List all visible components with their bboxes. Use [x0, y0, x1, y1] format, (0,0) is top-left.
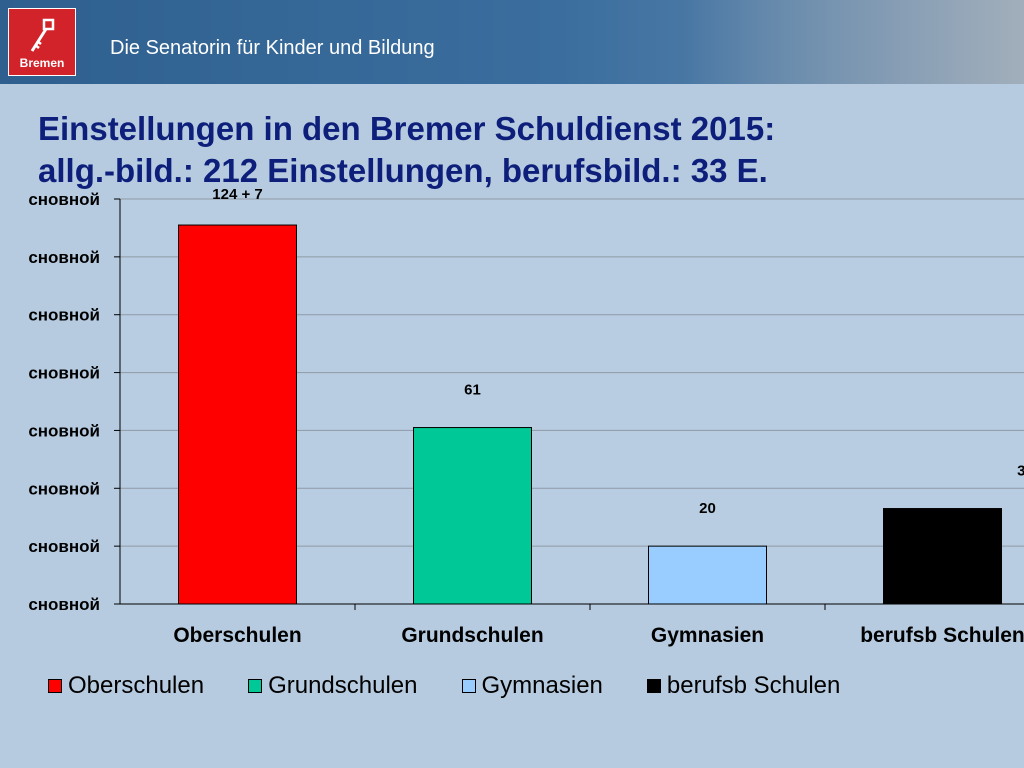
logo-text: Bremen [19, 56, 65, 70]
slide-title-line-1: Einstellungen in den Bremer Schuldienst … [38, 110, 776, 147]
legend-item: Oberschulen [48, 672, 204, 700]
bar-grundschulen [413, 427, 532, 605]
header-bar: Bremen Die Senatorin für Kinder und Bild… [0, 0, 1024, 84]
y-tick-label: сновной [28, 248, 100, 267]
legend-item: berufsb Schulen [646, 672, 841, 700]
legend-label: Oberschulen [68, 672, 205, 699]
legend-swatch [48, 679, 62, 693]
slide-title-line-2: allg.-bild.: 212 Einstellungen, berufsbi… [38, 152, 768, 189]
bremen-key-icon [30, 18, 55, 52]
chart-legend: Oberschulen Grundschulen Gymnasien berufsb … [48, 670, 884, 702]
bar-gymnasien [648, 545, 767, 605]
x-category-label: berufsb Schulen [860, 624, 1024, 647]
legend-label: berufsb Schulen [666, 672, 841, 699]
data-label: 124 + 7 [212, 186, 262, 203]
slide-title: Einstellungen in den Bremer Schuldienst … [38, 108, 998, 192]
y-tick-label: сновной [28, 421, 100, 440]
bar-berufsb-schulen [883, 508, 1002, 605]
x-category-label: Oberschulen [173, 624, 301, 647]
y-tick-label: сновной [28, 537, 100, 556]
legend-label: Gymnasien [481, 672, 603, 699]
x-category-label: Grundschulen [401, 624, 543, 647]
header-title: Die Senatorin für Kinder und Bildung [110, 37, 435, 59]
legend-swatch [248, 679, 263, 693]
y-tick-label: сновной [28, 595, 100, 614]
data-label: 61 [464, 382, 481, 399]
bremen-logo: Bremen [8, 8, 76, 76]
y-tick-label: сновной [28, 190, 100, 209]
x-category-label: Gymnasien [651, 624, 764, 647]
data-label: 20 [699, 500, 716, 517]
header-graduates-photo [684, 0, 1024, 84]
legend-swatch [646, 679, 661, 693]
bar-oberschulen [178, 224, 297, 605]
legend-label: Grundschulen [268, 672, 418, 699]
legend-item: Grundschulen [248, 672, 418, 700]
legend-item: Gymnasien [461, 672, 603, 700]
bar-chart: сновной сновной сновной сновной сновной сновн… [28, 186, 1024, 647]
y-tick-label: сновной [28, 306, 100, 325]
data-label: 33 [1017, 463, 1024, 480]
legend-swatch [461, 679, 476, 693]
y-tick-label: сновной [28, 364, 100, 383]
y-tick-label: сновной [28, 479, 100, 498]
